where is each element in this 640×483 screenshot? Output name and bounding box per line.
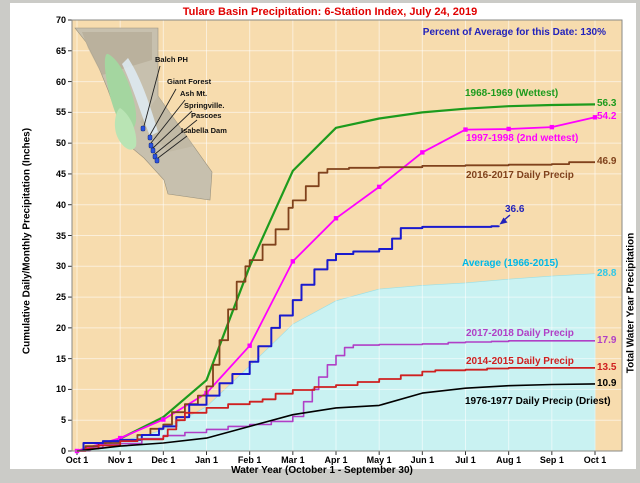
y-tick-label: 50 xyxy=(32,138,66,148)
series-marker-wy1997 xyxy=(377,185,381,189)
y-tick-label: 45 xyxy=(32,169,66,179)
x-tick-label: Oct 1 xyxy=(575,455,615,465)
final-value-average: 28.8 xyxy=(597,268,616,279)
x-tick-label: Dec 1 xyxy=(143,455,183,465)
x-tick-label: May 1 xyxy=(359,455,399,465)
series-marker-wy1997 xyxy=(247,344,251,348)
series-marker-wy1997 xyxy=(420,150,424,154)
y-tick-label: 65 xyxy=(32,46,66,56)
x-tick-label: Oct 1 xyxy=(57,455,97,465)
station-label: Balch PH xyxy=(155,55,188,64)
series-label-wy2014: 2014-2015 Daily Precip xyxy=(466,356,574,367)
x-tick-label: Jul 1 xyxy=(446,455,486,465)
final-value-wy1968: 56.3 xyxy=(597,98,616,109)
station-label: Springville. xyxy=(184,101,224,110)
series-marker-wy1997 xyxy=(550,125,554,129)
series-marker-wy1997 xyxy=(506,127,510,131)
series-label-wy1997: 1997-1998 (2nd wettest) xyxy=(466,133,578,144)
x-axis-label: Water Year (October 1 - September 30) xyxy=(182,465,462,476)
y-tick-label: 15 xyxy=(32,354,66,364)
series-label-wy2017: 2017-2018 Daily Precip xyxy=(466,328,574,339)
series-marker-wy1997 xyxy=(291,259,295,263)
series-marker-wy1997 xyxy=(463,127,467,131)
x-tick-label: Jun 1 xyxy=(402,455,442,465)
station-label: Pascoes xyxy=(191,111,221,120)
chart-canvas xyxy=(10,3,640,483)
x-tick-label: Apr 1 xyxy=(316,455,356,465)
y-tick-label: 0 xyxy=(32,446,66,456)
final-value-wy1997: 54.2 xyxy=(597,111,616,122)
y-axis-label-right: Total Water Year Precipitation xyxy=(626,233,637,373)
x-tick-label: Aug 1 xyxy=(489,455,529,465)
station-label: Giant Forest xyxy=(167,77,211,86)
station-dot xyxy=(148,135,152,140)
series-label-average: Average (1966-2015) xyxy=(462,258,558,269)
final-value-wy2016: 46.9 xyxy=(597,156,616,167)
chart-page: Tulare Basin Precipitation: 6-Station In… xyxy=(10,3,636,469)
x-tick-label: Feb 1 xyxy=(230,455,270,465)
series-marker-wy1997 xyxy=(161,417,165,421)
y-tick-label: 25 xyxy=(32,292,66,302)
x-tick-label: Sep 1 xyxy=(532,455,572,465)
final-value-wy2017: 17.9 xyxy=(597,335,616,346)
chart-title: Tulare Basin Precipitation: 6-Station In… xyxy=(10,6,640,18)
series-label-wy1968: 1968-1969 (Wettest) xyxy=(465,88,558,99)
y-axis-label-left: Cumulative Daily/Monthly Precipitation (… xyxy=(22,128,33,354)
percent-of-average-annotation: Percent of Average for this Date: 130% xyxy=(423,27,606,38)
y-tick-label: 40 xyxy=(32,200,66,210)
x-tick-label: Mar 1 xyxy=(273,455,313,465)
final-value-wy2014: 13.5 xyxy=(597,362,616,373)
series-marker-wy1997 xyxy=(334,216,338,220)
station-dot xyxy=(149,143,153,148)
station-dot xyxy=(141,126,145,131)
station-label: Ash Mt. xyxy=(180,89,207,98)
series-label-wy1976: 1976-1977 Daily Precip (Driest) xyxy=(465,396,611,407)
current-total-annotation: 36.6 xyxy=(505,204,524,215)
y-tick-label: 10 xyxy=(32,384,66,394)
y-tick-label: 30 xyxy=(32,261,66,271)
station-label: Isabella Dam xyxy=(181,126,227,135)
series-label-wy2016: 2016-2017 Daily Precip xyxy=(466,170,574,181)
y-tick-label: 5 xyxy=(32,415,66,425)
y-tick-label: 20 xyxy=(32,323,66,333)
y-tick-label: 35 xyxy=(32,231,66,241)
station-dot xyxy=(151,148,155,153)
y-tick-label: 70 xyxy=(32,15,66,25)
x-tick-label: Nov 1 xyxy=(100,455,140,465)
final-value-wy1976: 10.9 xyxy=(597,378,616,389)
x-tick-label: Jan 1 xyxy=(187,455,227,465)
y-tick-label: 60 xyxy=(32,77,66,87)
station-dot xyxy=(155,158,159,163)
y-tick-label: 55 xyxy=(32,107,66,117)
